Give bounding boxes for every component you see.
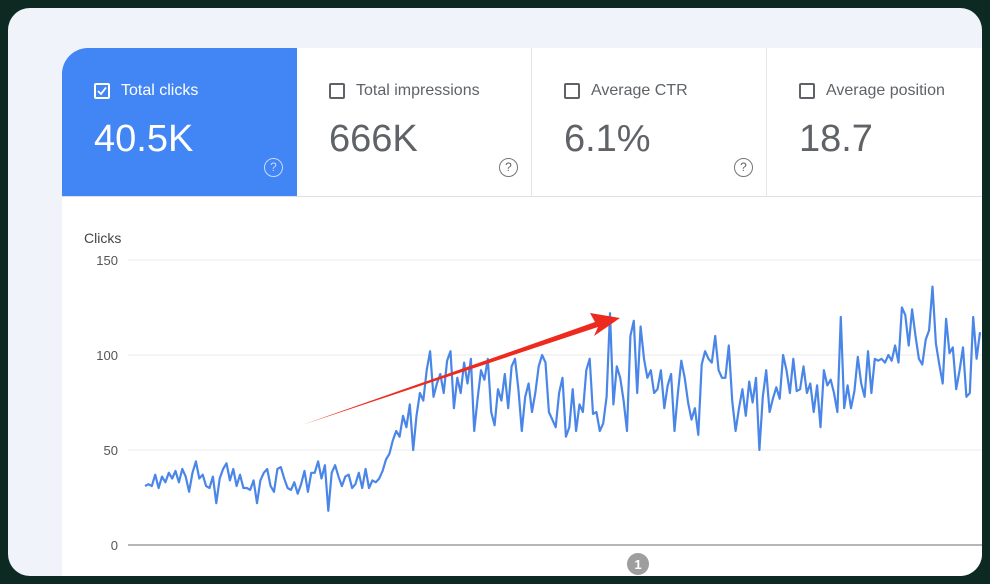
annotation-marker (627, 553, 649, 575)
tab-average-ctr[interactable]: Average CTR 6.1% ? (532, 48, 767, 196)
metric-label: Average CTR (590, 82, 688, 99)
metric-value: 40.5K (94, 118, 194, 160)
tab-average-position[interactable]: Average position 18.7 (767, 48, 982, 196)
y-tick-label: 50 (104, 443, 118, 458)
checkbox-checked[interactable] (94, 83, 110, 99)
help-icon[interactable]: ? (498, 158, 518, 177)
clicks-series-line (144, 285, 982, 512)
checkbox[interactable] (798, 83, 815, 99)
metric-tabs: Total clicks 40.5K ? Total impressions 6… (62, 48, 982, 197)
annotation-marker-label: 1 (634, 557, 641, 572)
metric-value: 6.1% (563, 118, 651, 160)
checkbox[interactable] (563, 83, 580, 99)
arrow-annotation (302, 313, 620, 425)
y-tick-label: 100 (96, 348, 118, 363)
metric-label: Total impressions (355, 82, 480, 99)
check-icon (97, 86, 107, 96)
app-frame: Total clicks 40.5K ? Total impressions 6… (8, 8, 982, 576)
help-icon[interactable]: ? (733, 158, 753, 177)
y-tick-label: 0 (111, 538, 118, 553)
y-tick-label: 150 (96, 253, 118, 268)
metric-value: 666K (328, 118, 418, 160)
performance-card: Total clicks 40.5K ? Total impressions 6… (62, 48, 982, 576)
metric-label: Total clicks (121, 82, 199, 99)
checkbox[interactable] (328, 83, 345, 99)
help-icon[interactable]: ? (264, 158, 283, 177)
metric-label: Average position (825, 82, 945, 99)
metric-value: 18.7 (798, 118, 873, 160)
tab-total-impressions[interactable]: Total impressions 666K ? (297, 48, 532, 196)
y-axis-label: Clicks (84, 230, 122, 246)
clicks-chart: 0 50 100 150 1 (96, 253, 982, 575)
tab-total-clicks[interactable]: Total clicks 40.5K ? (62, 48, 297, 196)
